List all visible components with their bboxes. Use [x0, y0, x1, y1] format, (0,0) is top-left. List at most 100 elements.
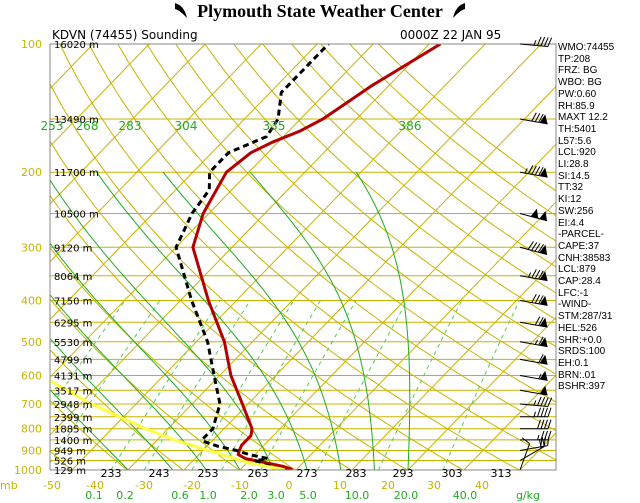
index-item: LFC:-1 — [558, 287, 589, 299]
index-item: MAXT 12.2 — [558, 112, 608, 124]
index-item: TT:32 — [558, 182, 584, 194]
wind-barb-staff — [519, 43, 548, 47]
index-item: PW:0.60 — [558, 88, 597, 100]
wind-barb-flag — [540, 396, 546, 407]
dry-adiabat-line — [50, 399, 128, 470]
mixing-ratio-label: 0.1 — [85, 489, 103, 502]
height-label: 11700 m — [54, 168, 99, 179]
wind-barb-staff — [519, 321, 548, 328]
index-item: KI:12 — [558, 194, 582, 206]
height-label: 13490 m — [54, 115, 99, 126]
temperature-tick-label: -10 — [231, 479, 249, 492]
moist-adiabat-line — [249, 171, 375, 470]
dry-adiabat-line — [59, 44, 520, 470]
wind-barb-flag — [547, 419, 552, 429]
mixing-ratio-line — [50, 300, 161, 464]
wind-barb — [520, 430, 552, 441]
wind-barb-flag — [543, 37, 549, 47]
wind-barb — [519, 293, 548, 306]
wind-barb-flag — [534, 269, 541, 279]
wind-barb-flag — [540, 437, 543, 447]
wind-barb-flag — [534, 294, 541, 304]
mixing-ratio-label: 0.6 — [171, 489, 189, 502]
temperature-tick-label: -20 — [183, 479, 201, 492]
wind-barb-flag — [537, 407, 541, 417]
height-label: 1400 m — [54, 436, 92, 447]
height-label: 949 m — [54, 447, 86, 458]
mixing-ratio-line — [110, 300, 221, 470]
height-label: 2948 m — [54, 400, 92, 411]
moist-adiabat-line — [355, 171, 411, 470]
wind-barb-half-flag — [538, 373, 542, 380]
wind-barb-flag — [538, 270, 544, 280]
wind-barb-pennant — [539, 271, 548, 281]
height-label: 4799 m — [54, 355, 92, 366]
theta-label: 313 — [491, 467, 512, 480]
index-item: LCL:879 — [558, 264, 596, 276]
dry-adiabat-line — [0, 44, 15, 470]
wind-barb-staff — [519, 118, 548, 125]
wind-barb-flag — [537, 243, 544, 253]
pressure-tick-label: 100 — [21, 38, 42, 51]
wind-barb-pennant — [539, 167, 548, 178]
isotherm-line — [407, 316, 556, 470]
isotherm-line — [127, 44, 542, 470]
wind-barb — [519, 269, 548, 282]
wind-barb-staff — [519, 445, 548, 451]
theta-label: 243 — [149, 467, 170, 480]
height-label: 16020 m — [54, 40, 99, 51]
pressure-tick-label: 900 — [21, 445, 42, 458]
time-label: 0000Z 22 JAN 95 — [400, 28, 502, 42]
moist-adiabat-line — [162, 171, 342, 470]
mixing-ratio-label: 1.0 — [199, 489, 217, 502]
isotherm-line — [239, 143, 556, 470]
index-item: -PARCEL- — [558, 229, 604, 241]
pressure-tick-label: 800 — [21, 423, 42, 436]
wind-barb-pennant — [539, 385, 548, 396]
wind-barb-pennant — [539, 354, 548, 365]
wind-barb-flag — [547, 37, 553, 47]
header-title: Plymouth State Weather Center — [0, 0, 640, 22]
theta-label: 283 — [346, 467, 367, 480]
theta-e-label: 335 — [263, 119, 286, 133]
wind-barb-staff — [519, 446, 545, 461]
height-label: 7150 m — [54, 296, 92, 307]
pressure-tick-label: 200 — [21, 166, 42, 179]
indices-panel: WMO:74455 TP:208 FRZ: BG WBO: BG PW:0.60 RH:8… — [558, 42, 640, 393]
mixing-ratio-label: 2.0 — [240, 489, 258, 502]
wind-barb-flag — [534, 316, 541, 326]
index-item: TP:208 — [558, 53, 591, 65]
station-label: KDVN (74455) Sounding — [52, 28, 198, 42]
wind-barb-flag — [534, 166, 541, 176]
index-item: -WIND- — [558, 299, 592, 311]
wind-barb — [519, 354, 548, 365]
wind-barb-half-flag — [527, 272, 532, 278]
mixing-ratio-unit-label: g/kg — [516, 489, 540, 502]
dry-adiabat-line — [117, 44, 556, 432]
wind-barb-flag — [534, 243, 541, 252]
plot-area — [50, 44, 556, 470]
wind-barb — [519, 316, 548, 328]
wind-barb-half-flag — [533, 411, 536, 417]
wind-barb-flag — [536, 396, 542, 406]
wind-barb-flag — [536, 36, 542, 46]
isotherm-line — [50, 44, 374, 378]
page-title: Plymouth State Weather Center — [197, 1, 443, 21]
wind-barb-pennant — [539, 295, 548, 306]
wind-barb-staff — [519, 443, 531, 471]
temperature-tick-label: -40 — [86, 479, 104, 492]
dry-adiabat-line — [146, 44, 556, 403]
pressure-tick-label: 600 — [21, 369, 42, 382]
wind-barb-staff — [519, 299, 548, 306]
mixing-ratio-label: 3.0 — [267, 489, 285, 502]
wind-barb-staff — [519, 389, 548, 396]
wind-barb-flag — [531, 242, 538, 251]
dry-adiabat-line — [204, 44, 556, 348]
wind-barb-pennant — [539, 244, 548, 255]
wind-barb-pennant — [539, 317, 548, 328]
wind-barb-pennant — [539, 114, 548, 124]
wind-barb — [519, 165, 548, 178]
height-label: 8064 m — [54, 272, 92, 283]
wind-barb — [519, 208, 548, 222]
